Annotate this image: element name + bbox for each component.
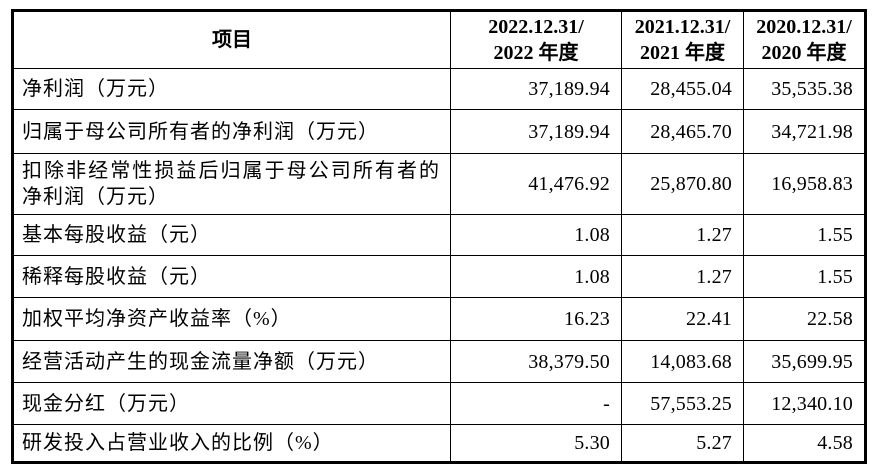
- value-2021: 14,083.68: [621, 340, 744, 383]
- col-header-item: 项目: [12, 10, 451, 69]
- value-2021: 25,870.80: [621, 153, 744, 215]
- row-label: 现金分红（万元）: [12, 382, 451, 425]
- col-header-period-2022: 2022.12.31/ 2022 年度: [450, 10, 622, 69]
- row-label: 经营活动产生的现金流量净额（万元）: [12, 340, 451, 383]
- value-2020: 35,535.38: [743, 68, 866, 110]
- period-2020-date: 2020.12.31/: [756, 16, 852, 38]
- value-2021: 1.27: [621, 255, 744, 298]
- table-row-diluted-eps: 稀释每股收益（元） 1.08 1.27 1.55: [12, 255, 866, 298]
- value-2020: 22.58: [743, 297, 866, 341]
- value-2021: 28,455.04: [621, 68, 744, 110]
- period-2021-year: 2021 年度: [640, 42, 725, 64]
- table-row-net-profit-parent: 归属于母公司所有者的净利润（万元） 37,189.94 28,465.70 34…: [12, 109, 866, 154]
- value-2020: 34,721.98: [743, 109, 866, 154]
- header-row: 项目 2022.12.31/ 2022 年度 2021.12.31/ 2021 …: [12, 10, 866, 69]
- value-2021: 57,553.25: [621, 382, 744, 425]
- value-2022: 16.23: [450, 297, 622, 341]
- value-2020: 35,699.95: [743, 340, 866, 383]
- value-2021: 22.41: [621, 297, 744, 341]
- value-2020: 1.55: [743, 214, 866, 256]
- value-2022: 5.30: [450, 424, 622, 463]
- table-row-rd-ratio: 研发投入占营业收入的比例（%） 5.30 5.27 4.58: [12, 424, 866, 463]
- value-2022: 38,379.50: [450, 340, 622, 383]
- value-2020: 4.58: [743, 424, 866, 463]
- period-2022-date: 2022.12.31/: [488, 16, 584, 38]
- value-2022: 41,476.92: [450, 153, 622, 215]
- value-2020: 16,958.83: [743, 153, 866, 215]
- period-2020-year: 2020 年度: [761, 42, 847, 64]
- value-2022: 37,189.94: [450, 68, 622, 110]
- table-row-net-profit-deducted: 扣除非经常性损益后归属于母公司所有者的净利润（万元） 41,476.92 25,…: [12, 153, 866, 215]
- value-2022: 1.08: [450, 214, 622, 256]
- value-2020: 12,340.10: [743, 382, 866, 425]
- value-2020: 1.55: [743, 255, 866, 298]
- value-2021: 1.27: [621, 214, 744, 256]
- row-label: 基本每股收益（元）: [12, 214, 451, 256]
- row-label: 稀释每股收益（元）: [12, 255, 451, 298]
- table-row-cash-dividend: 现金分红（万元） - 57,553.25 12,340.10: [12, 382, 866, 425]
- row-label: 加权平均净资产收益率（%）: [12, 297, 451, 341]
- value-2021: 28,465.70: [621, 109, 744, 154]
- row-label: 归属于母公司所有者的净利润（万元）: [12, 109, 451, 154]
- value-2021: 5.27: [621, 424, 744, 463]
- value-2022: -: [450, 382, 622, 425]
- financial-summary-table: 项目 2022.12.31/ 2022 年度 2021.12.31/ 2021 …: [11, 9, 867, 464]
- row-label: 净利润（万元）: [12, 68, 451, 110]
- financial-summary-table-container: 项目 2022.12.31/ 2022 年度 2021.12.31/ 2021 …: [11, 9, 867, 464]
- table-row-net-profit: 净利润（万元） 37,189.94 28,455.04 35,535.38: [12, 68, 866, 110]
- table-row-operating-cash-flow: 经营活动产生的现金流量净额（万元） 38,379.50 14,083.68 35…: [12, 340, 866, 383]
- col-header-period-2021: 2021.12.31/ 2021 年度: [621, 10, 744, 69]
- value-2022: 1.08: [450, 255, 622, 298]
- period-2022-year: 2022 年度: [493, 42, 579, 64]
- row-label: 扣除非经常性损益后归属于母公司所有者的净利润（万元）: [12, 153, 451, 215]
- col-header-period-2020: 2020.12.31/ 2020 年度: [743, 10, 866, 69]
- table-row-weighted-roe: 加权平均净资产收益率（%） 16.23 22.41 22.58: [12, 297, 866, 341]
- table-row-basic-eps: 基本每股收益（元） 1.08 1.27 1.55: [12, 214, 866, 256]
- value-2022: 37,189.94: [450, 109, 622, 154]
- col-header-item-label: 项目: [212, 29, 252, 51]
- row-label: 研发投入占营业收入的比例（%）: [12, 424, 451, 463]
- period-2021-date: 2021.12.31/: [634, 16, 731, 38]
